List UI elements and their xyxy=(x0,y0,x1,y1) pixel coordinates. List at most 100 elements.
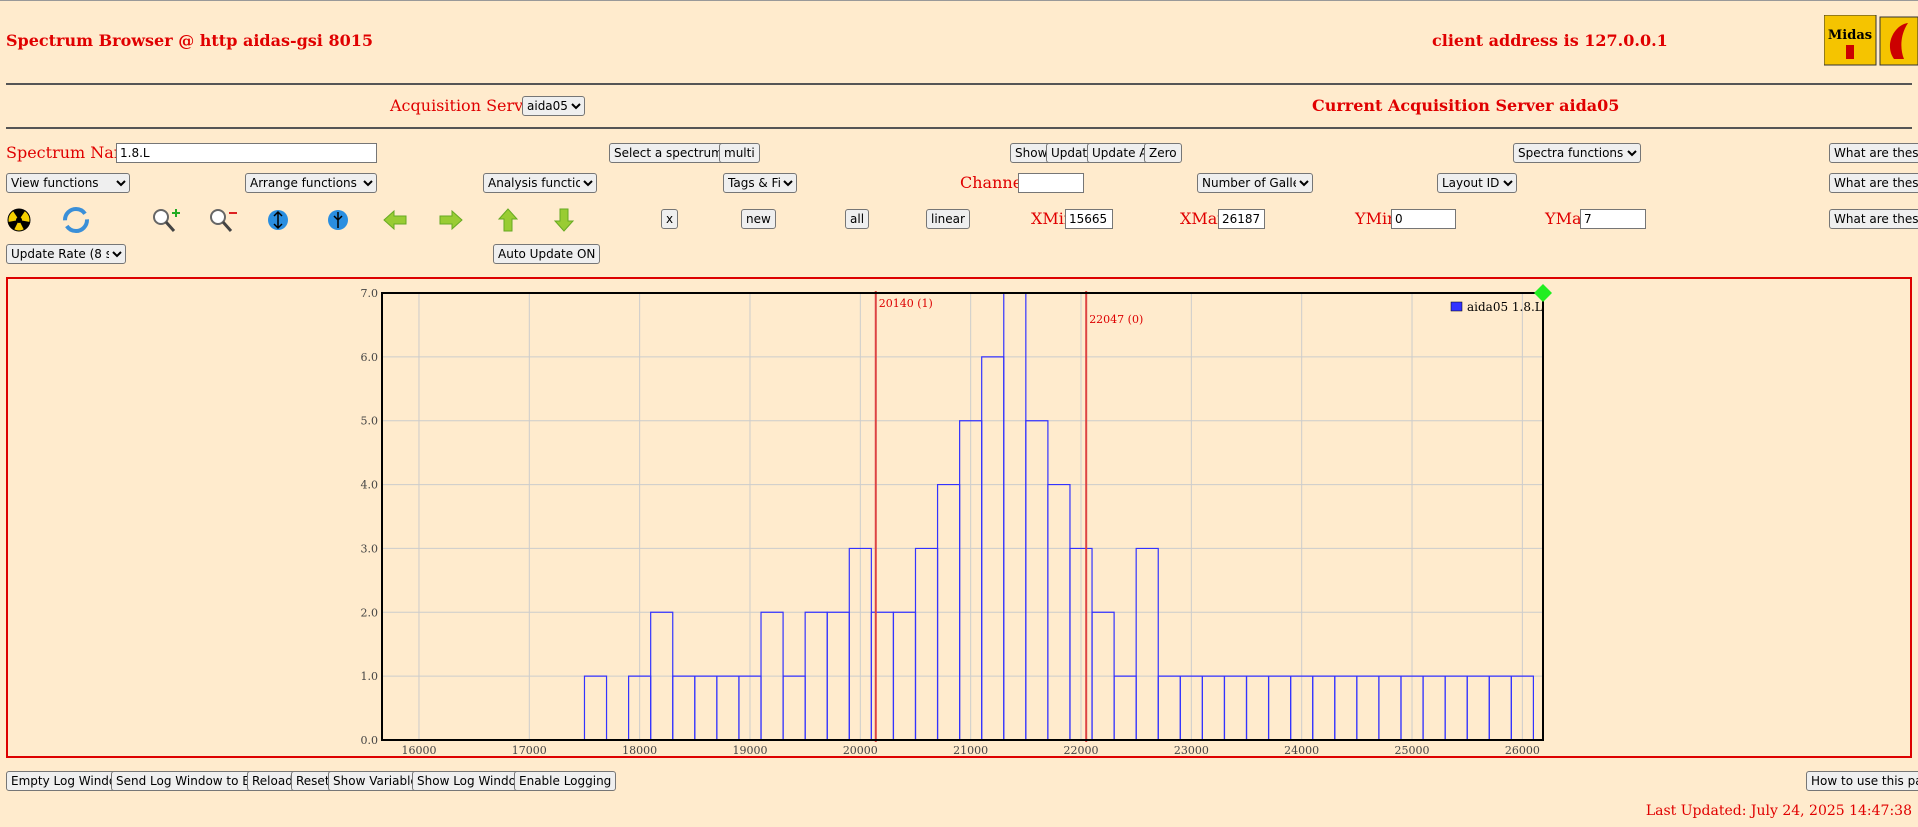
chart: 0.0 1.0 2.0 3.0 4.0 5.0 6.0 7.0 16000 17000 18000 1… xyxy=(6,277,1912,758)
update-rate[interactable]: Update Rate (8 secs) xyxy=(6,244,126,264)
analysis-functions[interactable]: Analysis functions xyxy=(483,173,597,193)
servers-label: Acquisition Servers xyxy=(390,96,549,115)
zoom-in-icon[interactable] xyxy=(153,209,180,232)
histogram-bar xyxy=(1201,675,1226,740)
ymax-input[interactable] xyxy=(1580,209,1646,229)
chart-frame xyxy=(6,277,1912,758)
layout-select[interactable]: Layout ID=3 xyxy=(1437,173,1517,193)
page-title: Spectrum Browser @ http aidas-gsi 8015 xyxy=(6,31,373,50)
channel-label: Channel: xyxy=(960,173,1033,192)
histogram-bar xyxy=(1378,675,1402,740)
view-functions[interactable]: View functions xyxy=(6,173,130,193)
y-tick-label: 5.0 xyxy=(361,415,379,428)
last-updated: Last Updated: July 24, 2025 14:47:38 xyxy=(1645,803,1912,819)
xmin-input[interactable] xyxy=(1065,209,1113,229)
legend-swatch xyxy=(1450,301,1463,312)
x-tick-label: 22000 xyxy=(1064,744,1099,757)
spectrum-select[interactable]: Select a spectrum xyxy=(609,143,740,163)
spectrum-label: Spectrum Name: xyxy=(6,143,144,162)
x-tick-label: 19000 xyxy=(732,744,767,757)
y-tick-label: 0.0 xyxy=(361,734,379,747)
footer-button[interactable]: Enable Logging xyxy=(514,771,617,791)
arrange-functions[interactable]: Arrange functions xyxy=(245,173,377,193)
x-tick-label: 20000 xyxy=(843,744,878,757)
client-address: client address is 127.0.0.1 xyxy=(1432,31,1668,50)
up-arrow[interactable] xyxy=(497,208,519,232)
auto-update-button[interactable]: Auto Update ON xyxy=(493,244,601,264)
x-tick-label: 23000 xyxy=(1174,744,1209,757)
x-tick-label: 18000 xyxy=(622,744,657,757)
tcl-icon xyxy=(1889,23,1908,59)
tags-fits[interactable]: Tags & Fits xyxy=(723,173,797,193)
help-button[interactable]: What are these? xyxy=(1829,143,1918,163)
new-button[interactable]: new xyxy=(741,209,776,229)
help-page-button[interactable]: How to use this page xyxy=(1806,771,1918,791)
histogram-bar xyxy=(1135,547,1159,740)
collapse-icon[interactable] xyxy=(328,210,348,230)
histogram-bar xyxy=(1245,675,1270,740)
show-button[interactable]: Show xyxy=(1010,143,1053,163)
current-server: Current Acquisition Server aida05 xyxy=(1312,96,1620,115)
right-arrow[interactable] xyxy=(439,209,463,231)
ymin-label: YMin xyxy=(1355,209,1398,228)
left-arrow[interactable] xyxy=(383,209,407,231)
linear-button[interactable]: linear xyxy=(926,209,970,229)
expand-icon[interactable] xyxy=(268,210,288,230)
y-tick-label: 1.0 xyxy=(361,670,379,683)
footer-button[interactable]: Reset xyxy=(291,771,335,791)
histogram-bar xyxy=(1334,675,1358,740)
logo-text: Midas xyxy=(1828,28,1872,43)
toolbar-icons xyxy=(7,207,575,233)
histogram-bar xyxy=(1157,675,1181,740)
help-button[interactable]: What are these? xyxy=(1829,173,1918,193)
xmax-label: XMax xyxy=(1180,209,1227,228)
plot-border xyxy=(381,292,1544,741)
all-button[interactable]: all xyxy=(845,209,870,229)
x-tick-label: 24000 xyxy=(1284,744,1319,757)
x-tick-label: 16000 xyxy=(401,744,436,757)
y-tick-label: 3.0 xyxy=(361,542,379,555)
footer-button[interactable]: Show Log Window xyxy=(412,771,531,791)
zoom-out-icon[interactable] xyxy=(210,209,237,232)
y-tick-label: 2.0 xyxy=(361,606,379,619)
histogram-bar xyxy=(1003,292,1027,740)
histogram-bar xyxy=(1267,675,1292,740)
x-tick-label: 25000 xyxy=(1395,744,1430,757)
logo-icon xyxy=(1846,45,1854,59)
footer-button[interactable]: Empty Log Window xyxy=(6,771,132,791)
zero-button[interactable]: Zero xyxy=(1144,143,1182,163)
histogram-bar xyxy=(1444,675,1468,740)
histogram-bar xyxy=(1312,675,1336,740)
histogram-bar xyxy=(672,675,696,740)
histogram-bar xyxy=(583,675,608,740)
radiation-icon[interactable] xyxy=(7,208,31,232)
histogram-bar xyxy=(782,675,806,740)
y-tick-label: 7.0 xyxy=(361,287,379,300)
legend-label: aida05 1.8.L xyxy=(1467,300,1543,314)
histogram-bar xyxy=(694,675,718,740)
ymin-input[interactable] xyxy=(1391,209,1456,229)
multi-button[interactable]: multi xyxy=(719,143,760,163)
update-button[interactable]: Update xyxy=(1046,143,1100,163)
x-button[interactable]: x xyxy=(661,209,679,229)
x-tick-label: 21000 xyxy=(953,744,988,757)
update-all-button[interactable]: Update All xyxy=(1087,143,1160,163)
spectrum-input[interactable] xyxy=(116,143,377,163)
xmax-input[interactable] xyxy=(1218,209,1265,229)
x-tick-label: 26000 xyxy=(1505,744,1540,757)
channel-input[interactable] xyxy=(1018,173,1084,193)
resize-handle xyxy=(1534,284,1552,302)
footer-button[interactable]: Reload xyxy=(247,771,298,791)
histogram-bar xyxy=(1510,675,1534,740)
server-select[interactable]: aida05 xyxy=(522,96,585,116)
separator xyxy=(6,127,1912,129)
separator xyxy=(6,83,1912,85)
footer-button[interactable]: Send Log Window to ELog xyxy=(111,771,277,791)
galleries-select[interactable]: Number of Galleries xyxy=(1197,173,1313,193)
spectra-functions[interactable]: Spectra functions xyxy=(1513,143,1641,163)
xmin-label: XMin xyxy=(1031,209,1075,228)
marker-label: 20140 (1) xyxy=(879,297,933,310)
refresh-icon[interactable] xyxy=(63,207,89,233)
down-arrow[interactable] xyxy=(553,208,575,232)
help-button[interactable]: What are these? xyxy=(1829,209,1918,229)
